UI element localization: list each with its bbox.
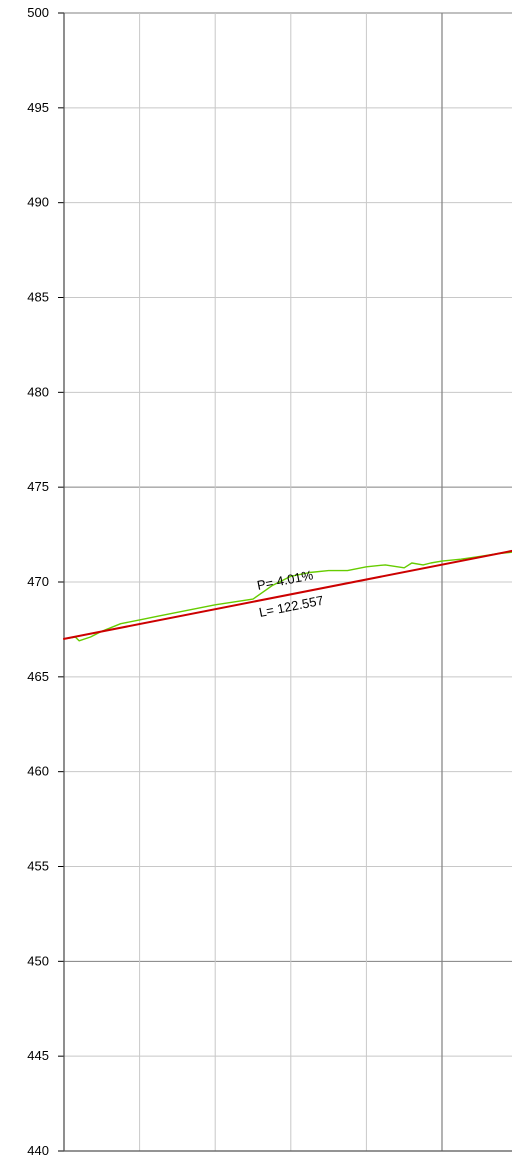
y-tick-label-480: 480 — [27, 384, 49, 399]
series-layer — [63, 549, 512, 642]
grade-line — [63, 549, 512, 640]
y-tick-label-455: 455 — [27, 859, 49, 874]
y-tick-label-490: 490 — [27, 195, 49, 210]
slope-annotation: P= 4.01% — [256, 567, 315, 593]
y-tick-label-460: 460 — [27, 764, 49, 779]
y-tick-label-465: 465 — [27, 669, 49, 684]
terrain-profile-line — [63, 551, 512, 642]
axis-layer — [58, 12, 512, 1152]
y-tick-label-475: 475 — [27, 479, 49, 494]
y-tick-label-450: 450 — [27, 953, 49, 968]
y-tick-label-485: 485 — [27, 290, 49, 305]
label-layer: 500 495 490 485 480 475 470 465 460 455 450 445 440 — [27, 5, 49, 1158]
y-tick-label-470: 470 — [27, 574, 49, 589]
y-tick-label-445: 445 — [27, 1048, 49, 1063]
y-tick-label-495: 495 — [27, 100, 49, 115]
y-tick-label-500: 500 — [27, 5, 49, 20]
y-tick-label-440: 440 — [27, 1143, 49, 1158]
